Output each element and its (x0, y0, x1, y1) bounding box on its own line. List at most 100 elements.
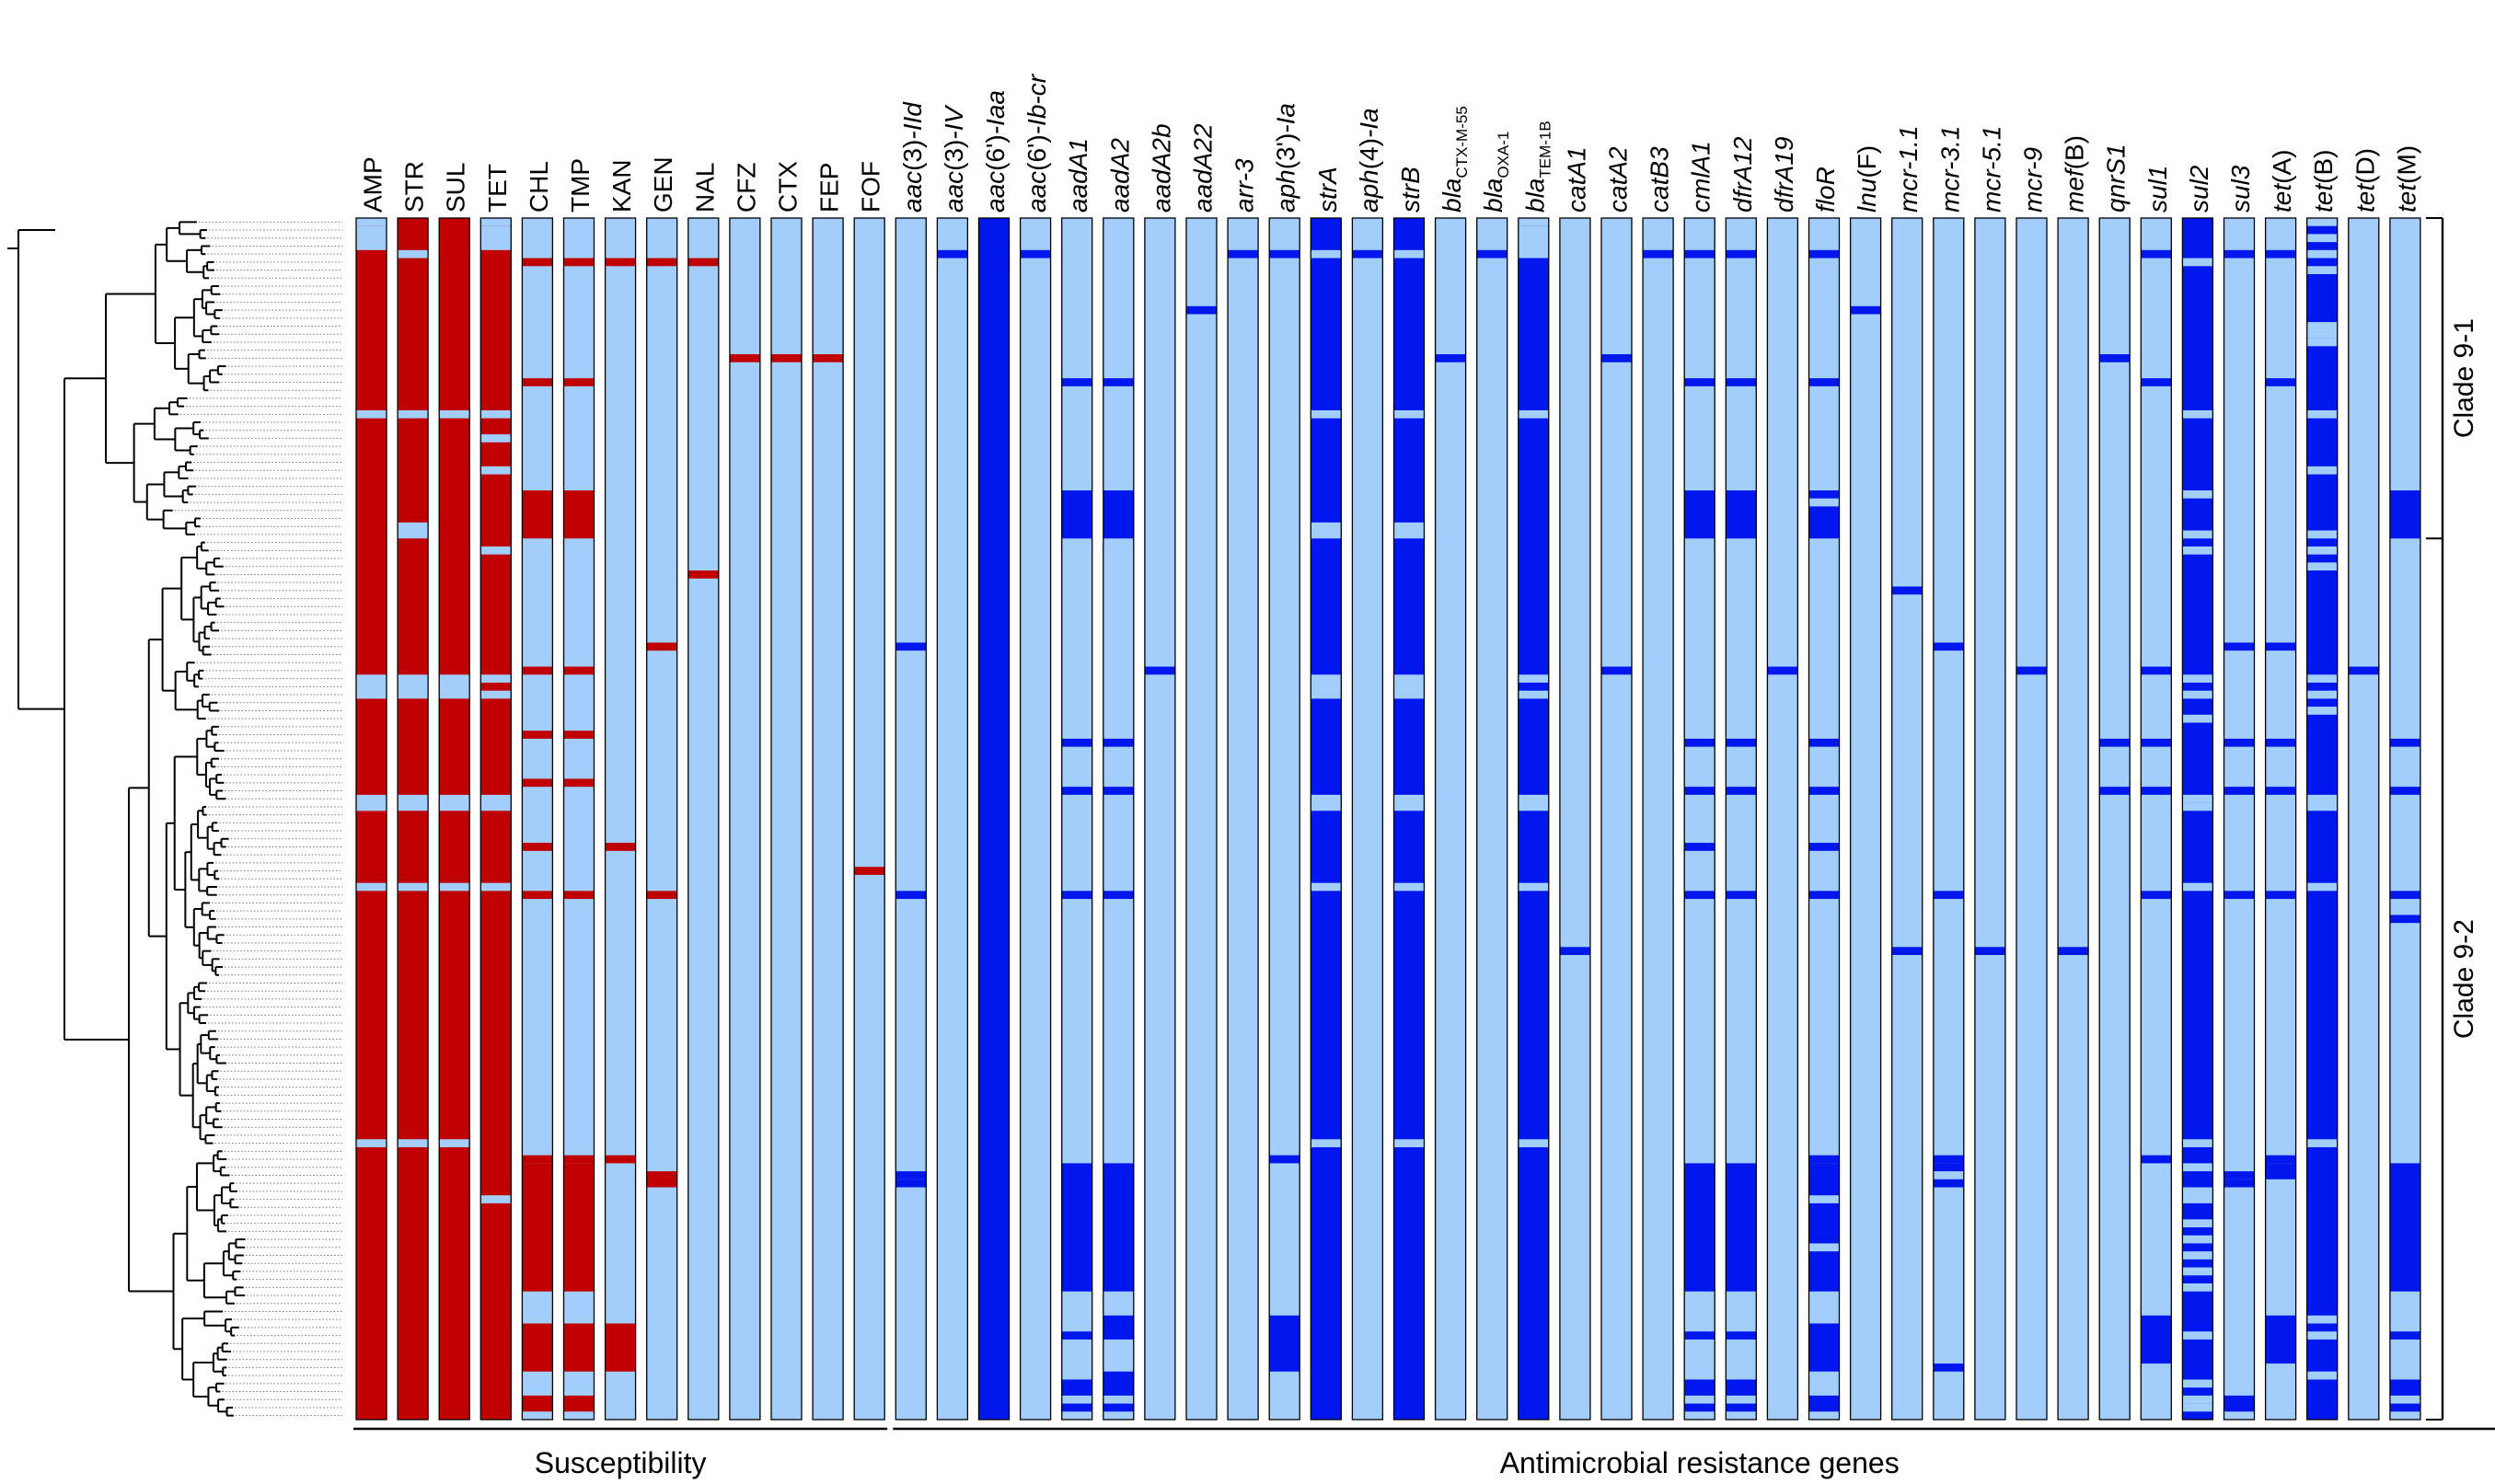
cell-run (2141, 738, 2172, 747)
cell-run (895, 642, 927, 651)
column-header: aadA22 (1189, 123, 1218, 213)
cell-run (2348, 666, 2379, 675)
cell-run (1393, 882, 1425, 892)
cell-run (398, 249, 429, 259)
cell-run (398, 522, 429, 539)
column-background (1767, 218, 1798, 1420)
column-background (646, 218, 677, 1420)
column-fof (853, 217, 885, 1421)
cell-run (2389, 915, 2420, 924)
column-mcr-5-1 (1974, 217, 2006, 1421)
column-background (480, 218, 512, 1420)
cell-run (1311, 882, 1342, 892)
cell-run (1103, 738, 1134, 747)
cell-run (1061, 378, 1092, 386)
cell-run (522, 258, 553, 267)
cell-run (480, 794, 512, 811)
column-border (2389, 217, 2421, 1421)
cell-run (1684, 738, 1715, 747)
column-background (1518, 218, 1549, 1420)
column-border (729, 217, 761, 1421)
cell-run (1808, 843, 1840, 851)
column-aph-3-ia (1268, 217, 1300, 1421)
cell-run (1933, 642, 1964, 651)
column-background (398, 218, 429, 1420)
column-sul2 (2181, 217, 2214, 1421)
column-header: mef(B) (2061, 135, 2089, 213)
cell-run (522, 1155, 553, 1164)
cell-run (480, 434, 512, 443)
cell-run (356, 1139, 387, 1147)
cell-run (1933, 1155, 1964, 1164)
cell-run (1518, 674, 1549, 683)
cell-run (1186, 305, 1217, 315)
cell-run (2389, 787, 2420, 795)
column-header: mcr-3.1 (1935, 126, 1964, 213)
column-header: lnu(F) (1853, 145, 1881, 213)
cell-run (522, 666, 553, 675)
cell-run (1808, 1251, 1840, 1292)
cell-run (1269, 249, 1300, 259)
cell-run (2141, 891, 2172, 900)
cell-run (895, 891, 927, 900)
cell-run (2182, 1219, 2213, 1228)
column-background (1269, 218, 1300, 1420)
column-background (1559, 218, 1590, 1420)
column-header: aac(3)-IId (898, 101, 927, 213)
cell-run (1808, 506, 1840, 539)
column-header: floR (1811, 167, 1840, 213)
column-background (1974, 218, 2005, 1420)
column-aac-3-iid (895, 217, 927, 1421)
column-border (562, 217, 595, 1421)
cell-run (1601, 354, 1632, 362)
cell-run (522, 1323, 553, 1372)
cell-run (2182, 530, 2213, 539)
cell-run (1726, 738, 1757, 747)
cell-run (1393, 522, 1425, 539)
column-header: SUL (442, 163, 470, 213)
cell-run (1061, 1403, 1092, 1412)
cell-run (2306, 794, 2338, 811)
cell-run (2182, 546, 2213, 555)
cell-run (1808, 738, 1840, 747)
column-header: qnrS1 (2102, 144, 2131, 213)
cell-run (895, 1179, 927, 1188)
column-border (1933, 217, 1965, 1421)
cell-run (605, 1323, 636, 1372)
cell-run (398, 794, 429, 811)
cell-run (2182, 1187, 2213, 1203)
column-background (1228, 218, 1259, 1420)
clade-annotations: Clade 9-1 Clade 9-2 (2425, 217, 2479, 1421)
cell-run (2306, 1371, 2338, 1380)
cell-run (1518, 225, 1549, 259)
cell-run (2224, 738, 2255, 747)
column-background (1393, 218, 1425, 1420)
cell-run (480, 546, 512, 555)
cell-run (2306, 1315, 2338, 1324)
cell-run (1476, 249, 1507, 259)
column-border (1600, 217, 1633, 1421)
cell-run (2141, 666, 2172, 675)
column-background (1311, 218, 1342, 1420)
cell-run (1684, 843, 1715, 851)
column-background (2141, 218, 2172, 1420)
cell-run (563, 666, 595, 675)
column-header: tet(A) (2268, 150, 2296, 213)
column-header: CFZ (732, 163, 760, 213)
column-border (1310, 217, 1342, 1421)
column-border (2140, 217, 2172, 1421)
cell-run (356, 218, 387, 226)
cell-run (522, 378, 553, 386)
cell-run (1808, 1163, 1840, 1196)
column-tet-m (2389, 217, 2421, 1421)
cell-run (1103, 378, 1134, 386)
cell-run (1684, 249, 1715, 259)
cell-run (2265, 787, 2296, 795)
column-blaoxa-1 (1476, 217, 1508, 1421)
column-border (2306, 217, 2339, 1421)
column-header: aac(6')-Ib-cr (1022, 73, 1051, 213)
cell-run (1061, 1331, 1092, 1340)
cell-run (2306, 882, 2338, 892)
cell-run (480, 690, 512, 699)
column-border (1434, 217, 1467, 1421)
